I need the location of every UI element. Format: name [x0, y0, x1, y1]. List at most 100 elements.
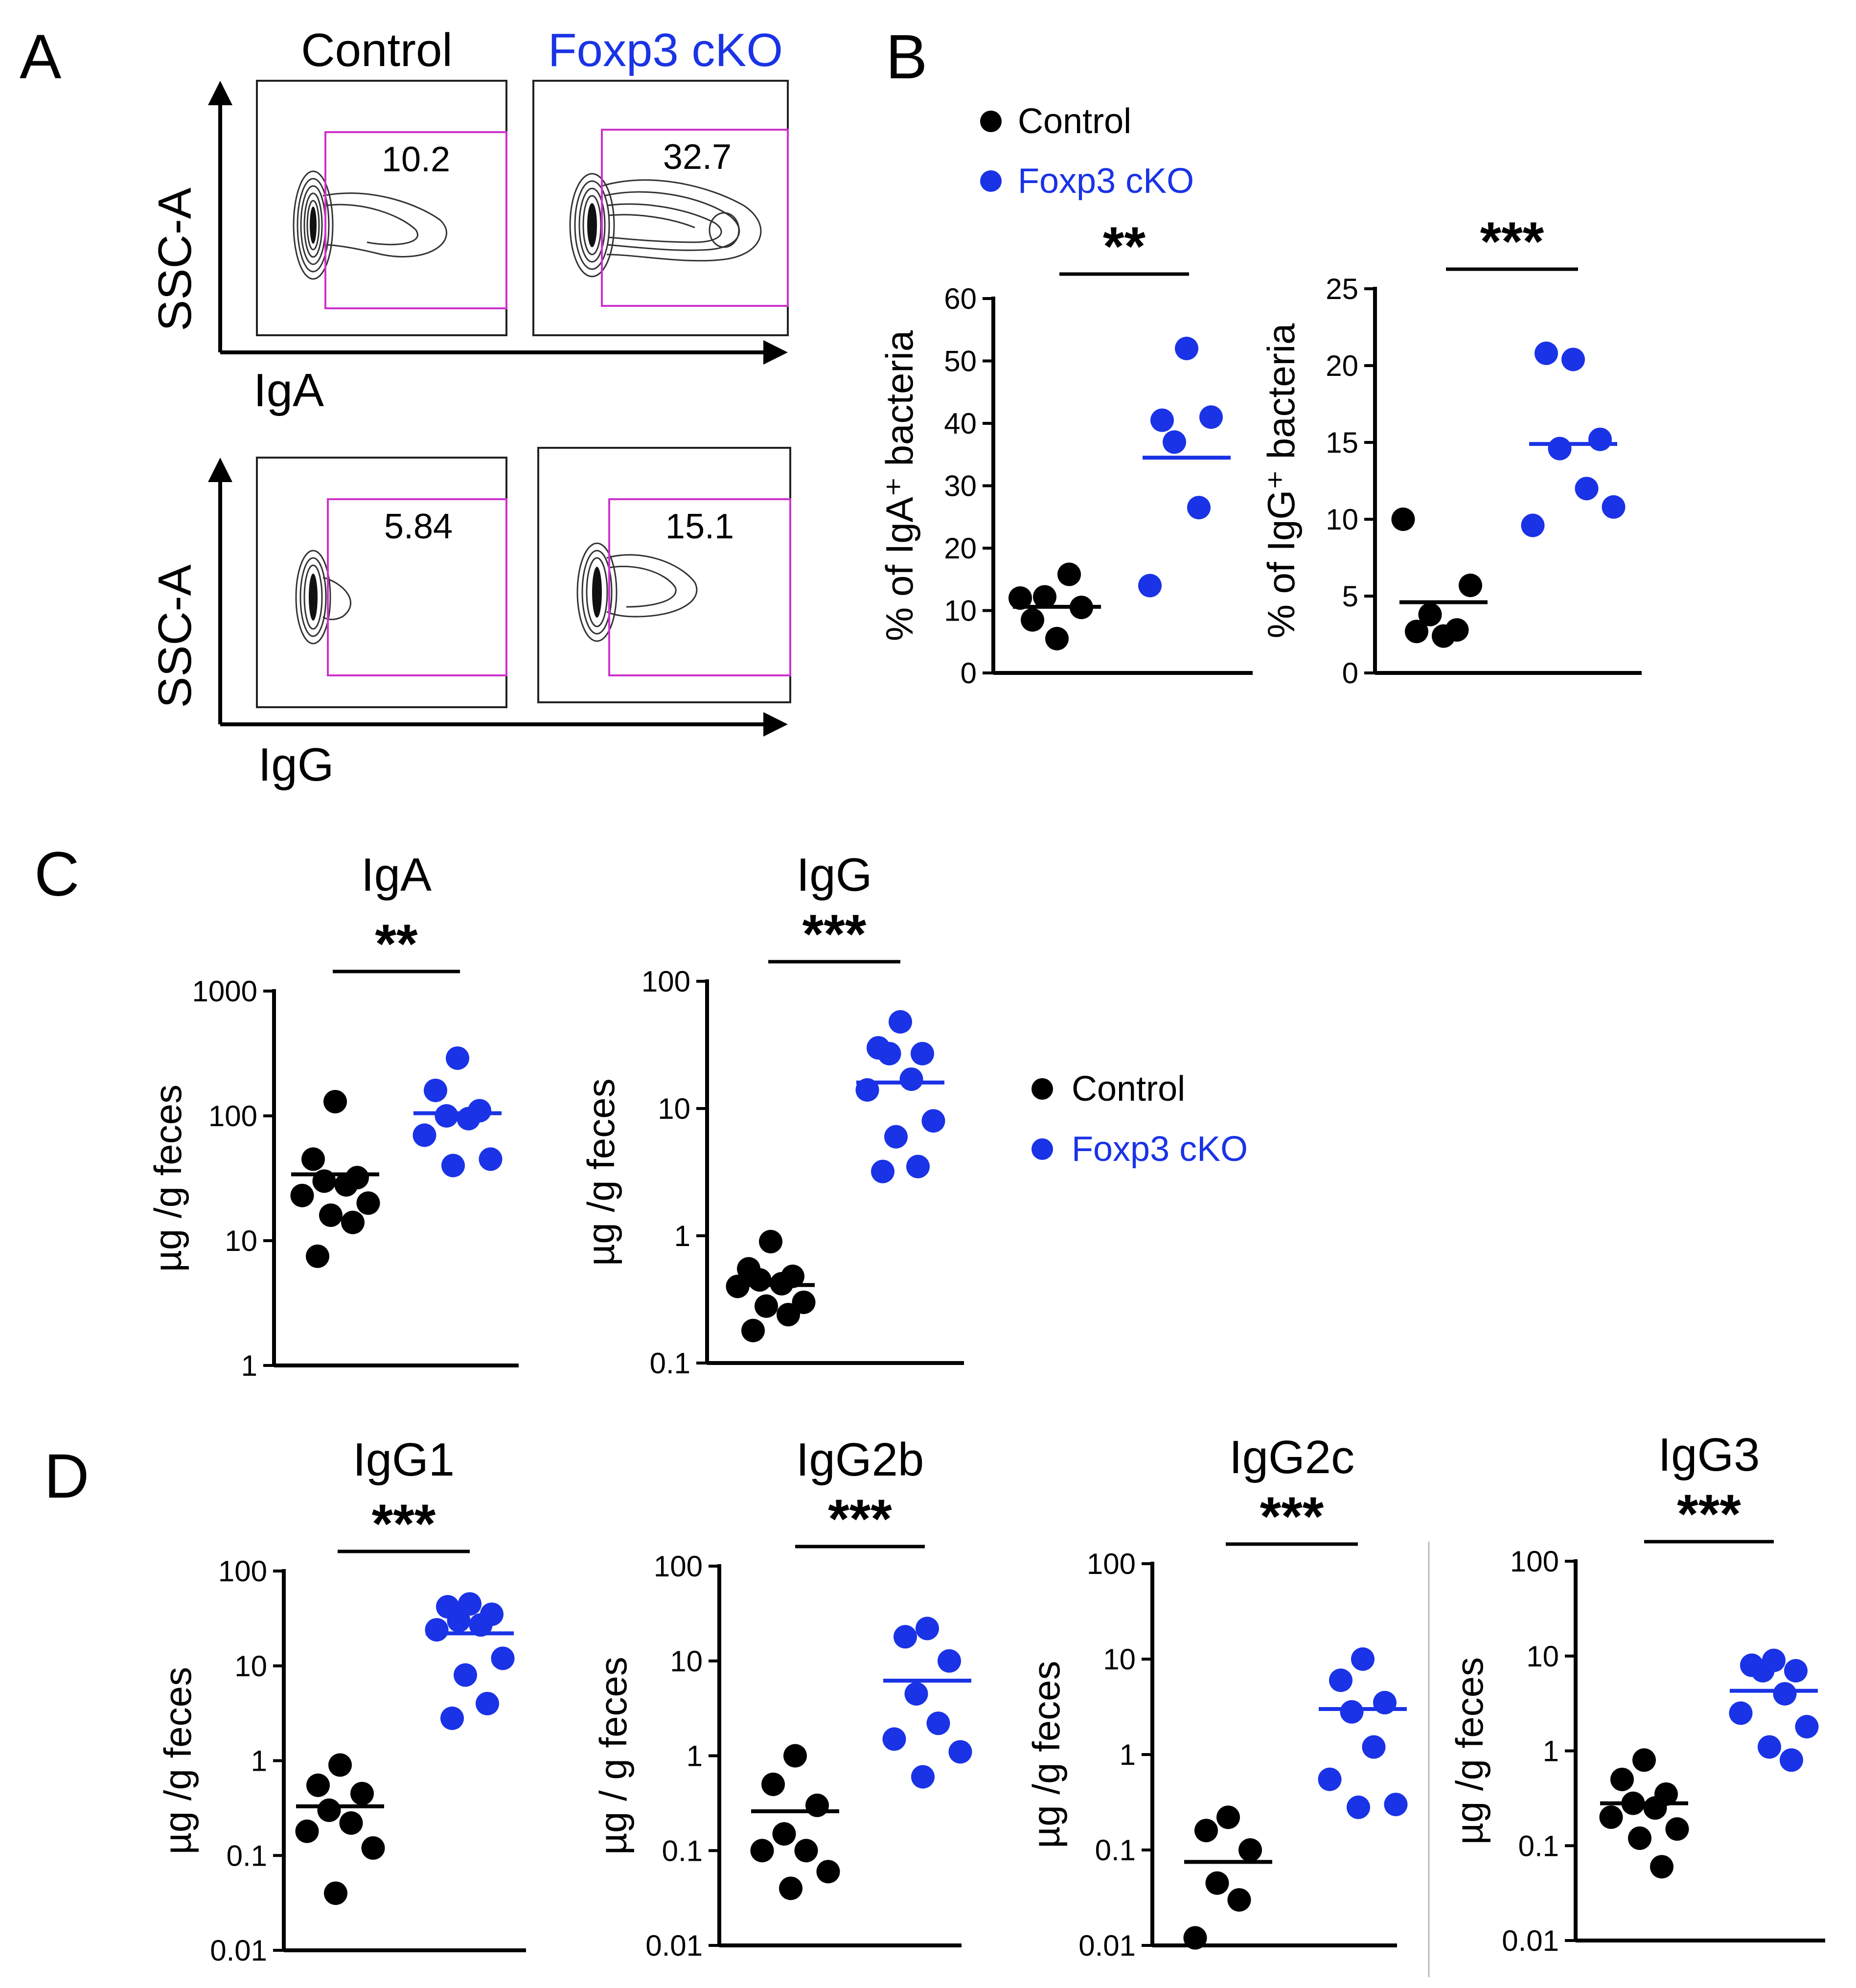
flow-y-label: SSC-A — [149, 564, 201, 708]
data-point-cko — [476, 1691, 499, 1715]
data-point-cko — [491, 1646, 515, 1670]
y-tick-label: 0.1 — [650, 1347, 690, 1380]
data-point-control — [1008, 586, 1032, 610]
data-point-control — [328, 1753, 352, 1777]
y-tick-label: 1 — [251, 1745, 267, 1778]
panel-c-label: C — [34, 839, 79, 909]
legend-dot-control — [1031, 1078, 1053, 1100]
data-point-control — [1459, 574, 1482, 598]
data-point-control — [1021, 608, 1044, 632]
y-tick-label: 10 — [658, 1092, 690, 1125]
legend-dot-control — [980, 111, 1002, 132]
y-tick-label: 1 — [241, 1349, 257, 1382]
y-tick-label: 10 — [1326, 503, 1358, 536]
data-point-cko — [916, 1617, 939, 1641]
panel-a-label: A — [20, 22, 62, 92]
contour-cko-iga — [569, 173, 762, 277]
data-point-cko — [425, 1618, 449, 1642]
chart-title: IgG — [797, 849, 872, 901]
data-point-cko — [884, 1125, 908, 1149]
data-point-cko — [1575, 477, 1599, 501]
y-tick-label: 0.1 — [1095, 1834, 1136, 1867]
data-point-cko — [1329, 1668, 1352, 1692]
data-point-cko — [1602, 495, 1626, 519]
y-tick-label: 50 — [944, 345, 977, 378]
y-tick-label: 10 — [944, 595, 977, 627]
significance-stars: *** — [802, 903, 867, 965]
data-point-control — [1057, 562, 1081, 586]
data-point-cko — [424, 1078, 447, 1102]
data-point-cko — [1588, 427, 1612, 451]
data-point-cko — [1163, 430, 1186, 454]
data-point-cko — [1138, 574, 1162, 598]
data-point-cko — [1340, 1700, 1364, 1724]
y-tick-label: 1 — [1120, 1738, 1136, 1771]
y-axis-label: µg /g feces — [1025, 1661, 1068, 1848]
data-point-cko — [906, 1155, 930, 1179]
chart-title: IgG2b — [796, 1433, 924, 1486]
data-point-control — [755, 1294, 778, 1318]
legend-dot-cko — [1031, 1138, 1053, 1160]
data-point-cko — [458, 1592, 481, 1616]
flow-plot-cko-igg — [537, 447, 791, 703]
gate-value-control-igg: 5.84 — [384, 507, 453, 546]
data-point-cko — [447, 1609, 471, 1633]
data-point-cko — [926, 1711, 950, 1735]
significance-stars: *** — [1480, 211, 1544, 272]
flow-col-title-control: Control — [301, 24, 452, 76]
data-point-cko — [904, 1682, 928, 1706]
data-point-control — [324, 1881, 347, 1905]
y-tick-label: 0.01 — [1078, 1929, 1136, 1962]
legend-label-cko: Foxp3 cKO — [1018, 162, 1194, 201]
y-tick-label: 1 — [1543, 1735, 1559, 1768]
data-point-cko — [1784, 1659, 1808, 1683]
flow-x-arrow-icon — [763, 712, 788, 737]
data-point-control — [1643, 1796, 1667, 1820]
y-tick-label: 5 — [1342, 580, 1358, 613]
y-axis-label: % of IgA⁺ bacteria — [878, 330, 921, 641]
data-point-cko — [871, 1159, 894, 1183]
data-point-control — [1665, 1817, 1689, 1841]
data-point-control — [1628, 1826, 1651, 1850]
data-point-control — [759, 1229, 782, 1253]
data-point-cko — [1780, 1748, 1803, 1772]
data-point-control — [779, 1876, 802, 1900]
legend-panel-b: Control Foxp3 cKO — [980, 102, 1194, 201]
y-tick-label: 0.01 — [645, 1929, 703, 1962]
data-point-cko — [479, 1147, 503, 1171]
y-tick-label: 100 — [218, 1555, 267, 1588]
gate-value-control-iga: 10.2 — [382, 140, 450, 179]
y-tick-label: 0 — [1342, 657, 1358, 690]
data-point-control — [356, 1191, 380, 1215]
chart-title: IgG3 — [1658, 1429, 1760, 1481]
flow-plot-control-igg — [256, 457, 507, 708]
data-point-cko — [1535, 341, 1558, 365]
data-point-control — [341, 1210, 365, 1234]
plot-igg-feces: 0.1 1 10 100 µg /g feces IgG*** — [579, 849, 964, 1380]
data-point-control — [772, 1822, 796, 1846]
flow-y-arrow-icon — [208, 458, 232, 482]
panel-d-label: D — [44, 1441, 89, 1511]
data-point-control — [783, 1744, 807, 1768]
data-point-control — [1205, 1871, 1229, 1895]
flow-x-label: IgG — [258, 739, 334, 791]
data-point-cko — [948, 1740, 972, 1764]
plot-igg2b-feces: 0.01 0.1 1 10 100 µg / g feces IgG2b*** — [592, 1433, 972, 1962]
data-point-cko — [894, 1625, 917, 1649]
y-tick-label: 60 — [944, 282, 977, 315]
y-tick-label: 100 — [208, 1100, 257, 1133]
data-point-control — [805, 1793, 829, 1817]
y-tick-label: 0 — [961, 657, 977, 690]
flow-col-title-cko: Foxp3 cKO — [548, 24, 783, 76]
data-point-cko — [454, 1663, 477, 1687]
y-tick-label: 20 — [1326, 349, 1358, 382]
gate-control-iga — [324, 131, 507, 309]
y-axis-label: µg /g feces — [579, 1078, 622, 1266]
data-point-cko — [889, 1010, 912, 1034]
data-point-cko — [1175, 337, 1198, 360]
data-point-cko — [911, 1041, 934, 1065]
plot-igg-bacteria: 0 5 10 15 20 25 % of IgG⁺ bacteria *** — [1260, 211, 1642, 690]
data-point-control — [748, 1268, 772, 1292]
data-point-control — [1227, 1888, 1251, 1912]
